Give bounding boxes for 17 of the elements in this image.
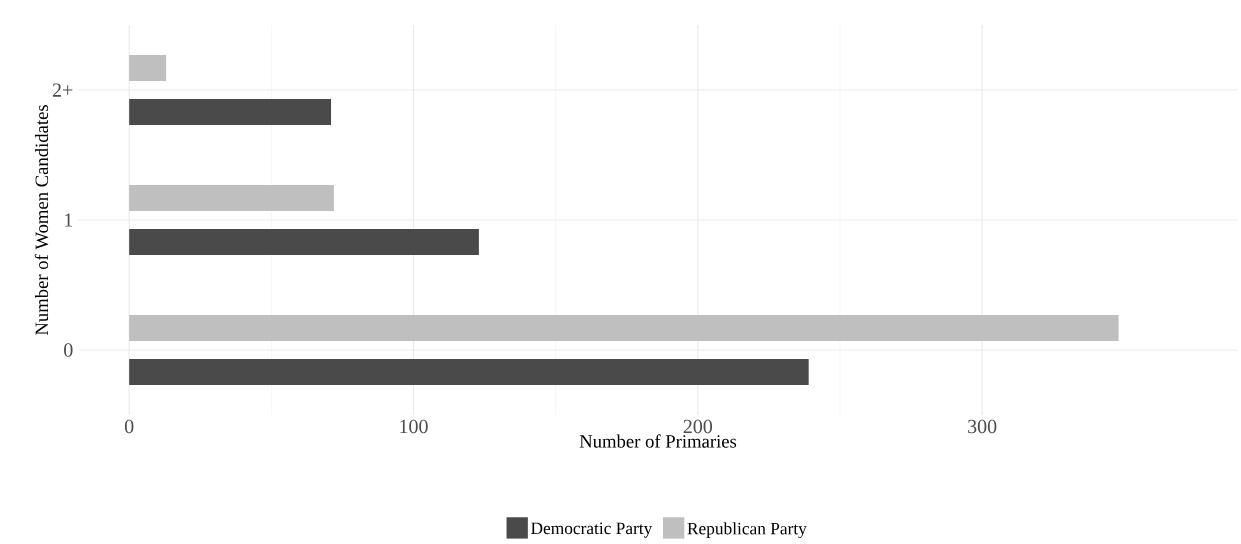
- y-axis-title: Number of Women Candidates: [34, 105, 49, 336]
- bar: [129, 54, 167, 81]
- x-tick-label: 300: [968, 419, 997, 434]
- bar: [129, 359, 809, 386]
- x-tick-label: 200: [683, 419, 713, 434]
- y-tick-label: 1: [65, 213, 73, 227]
- y-tick-label: 2+: [52, 83, 73, 97]
- bar: [129, 314, 1119, 341]
- x-tick-label: 0: [124, 419, 134, 434]
- bar: [129, 229, 479, 256]
- bar: [129, 184, 334, 211]
- legend-label: Democratic Party: [531, 522, 653, 538]
- x-tick-label: 100: [400, 419, 428, 434]
- x-axis-title: Number of Primaries: [579, 434, 737, 448]
- legend-label: Republican Party: [687, 522, 807, 539]
- y-tick-label: 0: [64, 343, 73, 357]
- bar: [129, 99, 332, 126]
